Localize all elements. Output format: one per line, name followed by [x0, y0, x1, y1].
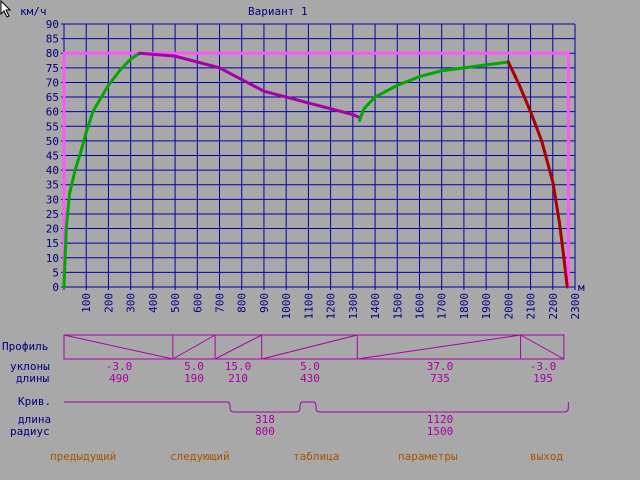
curves-label: Крив.: [18, 395, 52, 408]
y-tick-label: 40: [46, 164, 59, 177]
speed-curve: [62, 51, 569, 289]
x-tick-label: 900: [258, 293, 271, 313]
profile-diagram: [63, 334, 565, 360]
profile-length-1: 490: [109, 372, 129, 385]
y-tick-label: 5: [52, 266, 59, 279]
x-tick-label: 800: [236, 293, 249, 313]
speed-series-coast: [138, 51, 361, 120]
profile-length-6: 195: [533, 372, 553, 385]
y-tick-label: 75: [46, 62, 59, 75]
x-tick-label: 600: [191, 293, 204, 313]
y-tick-label: 65: [46, 91, 59, 104]
curve-radius-label: радиус: [10, 425, 50, 438]
y-tick-label: 15: [46, 237, 59, 250]
prev-button[interactable]: предыдущий: [50, 450, 117, 463]
profile-label: Профиль: [2, 340, 49, 353]
y-tick-label: 70: [46, 76, 59, 89]
exit-button[interactable]: выход: [530, 450, 564, 463]
x-tick-label: 200: [102, 293, 115, 313]
profile-length-2: 190: [184, 372, 204, 385]
y-tick-label: 30: [46, 193, 59, 206]
x-tick-label: 1400: [369, 293, 382, 320]
speed-series-accel: [357, 60, 510, 122]
x-axis-unit: м: [578, 281, 585, 294]
x-tick-label: 400: [147, 293, 160, 313]
y-tick-label: 50: [46, 135, 59, 148]
x-tick-label: 1200: [325, 293, 338, 320]
y-axis-unit: км/ч: [20, 5, 47, 18]
curve-length-1: 318: [255, 413, 275, 426]
curves-diagram: [64, 401, 569, 413]
x-tick-label: 1700: [436, 293, 449, 320]
y-tick-label: 90: [46, 18, 59, 31]
y-tick-label: 35: [46, 179, 59, 192]
x-tick-label: 1300: [347, 293, 360, 320]
y-tick-label: 55: [46, 120, 59, 133]
table-button[interactable]: таблица: [293, 450, 340, 463]
profile-slope-line: [214, 334, 262, 360]
y-tick-label: 0: [52, 281, 59, 294]
profile-slope-line: [63, 334, 173, 360]
profile-slope-2: 5.0: [184, 360, 204, 373]
x-tick-label: 2100: [525, 293, 538, 320]
x-tick-label: 500: [169, 293, 182, 313]
curve-length-2: 1120: [426, 413, 454, 426]
x-tick-label: 1500: [391, 293, 404, 320]
x-tick-label: 1100: [302, 293, 315, 320]
next-button[interactable]: следующий: [170, 450, 230, 463]
profile-length-3: 210: [228, 372, 248, 385]
profile-slope-3: 15.0: [224, 360, 252, 373]
y-tick-label: 80: [46, 47, 59, 60]
x-tick-labels: 100 200 300 400 500 600 700 800 900 1000 1100 1200 1…: [80, 293, 582, 320]
y-tick-label: 20: [46, 223, 59, 236]
chart-title: Вариант 1: [248, 5, 308, 18]
speed-series-accel: [62, 51, 142, 289]
profile-length-5: 735: [430, 372, 450, 385]
x-tick-label: 700: [214, 293, 227, 313]
speed-series-brake: [506, 60, 569, 289]
slopes-label: уклоны: [10, 360, 50, 373]
profile-slope-line: [520, 334, 565, 360]
profile-slope-6: -3.0: [529, 360, 557, 373]
x-tick-label: 1900: [480, 293, 493, 320]
lengths-label: длины: [16, 372, 50, 385]
y-tick-label: 25: [46, 208, 59, 221]
curve-radius-1: 800: [255, 425, 275, 438]
x-tick-label: 1800: [458, 293, 471, 320]
y-tick-label: 45: [46, 150, 59, 163]
profile-slope-line: [261, 334, 358, 360]
profile-frame: [63, 334, 565, 360]
x-tick-label: 1000: [280, 293, 293, 320]
profile-slope-4: 5.0: [300, 360, 320, 373]
x-tick-label: 1600: [413, 293, 426, 320]
y-tick-label: 60: [46, 106, 59, 119]
curve-radius-2: 1500: [426, 425, 454, 438]
profile-length-4: 430: [300, 372, 320, 385]
x-tick-label: 2300: [569, 293, 582, 320]
y-tick-label: 10: [46, 252, 59, 265]
speed-limit-line: [62, 51, 570, 287]
profile-slope-line: [172, 334, 216, 360]
y-tick-label: 85: [46, 33, 59, 46]
profile-slope-1: -3.0: [105, 360, 133, 373]
curve-length-label: длина: [18, 413, 52, 426]
x-tick-label: 2200: [547, 293, 560, 320]
profile-slope-5: 37.0: [426, 360, 454, 373]
params-button[interactable]: параметры: [398, 450, 458, 463]
profile-slope-line: [357, 334, 521, 360]
x-tick-label: 300: [125, 293, 138, 313]
mouse-pointer-icon: [0, 0, 12, 18]
x-tick-label: 2000: [502, 293, 515, 320]
x-tick-label: 100: [80, 293, 93, 313]
curves-line: [64, 401, 569, 413]
speed-limit-frame: [62, 51, 570, 287]
